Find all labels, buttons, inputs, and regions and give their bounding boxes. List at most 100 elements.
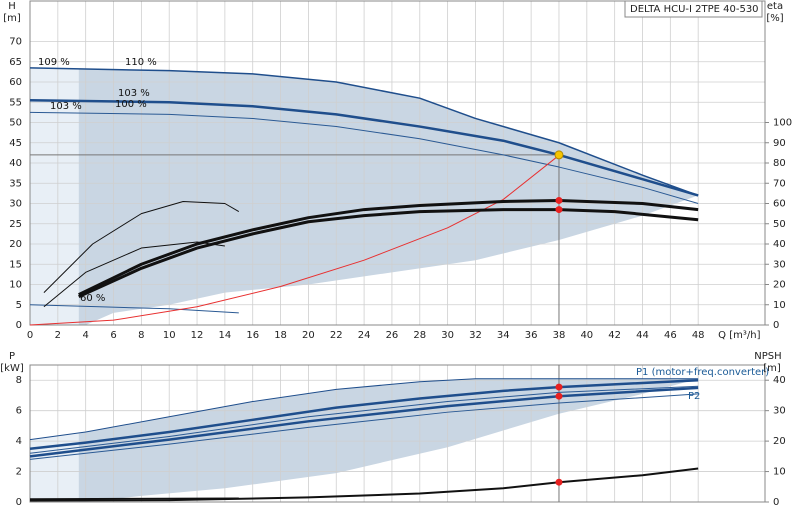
y2-tick-label: 10 [773,467,786,478]
x-tick-label: 48 [692,330,705,341]
curve [29,385,699,454]
annotation: 103 % [50,101,82,112]
y2-tick-label: 0 [773,320,779,331]
chart-title: DELTA HCU-I 2TPE 40-530 [630,4,759,15]
y2-axis-label: eta [767,1,783,12]
duty-point [555,206,563,214]
y-tick-label: 35 [9,178,22,189]
y-tick-label: 15 [9,259,22,270]
x-tick-label: 2 [55,330,61,341]
duty-point [555,196,563,204]
curve [78,198,699,296]
x-tick-label: 38 [553,330,566,341]
curve [43,241,225,308]
x-tick-label: 14 [219,330,232,341]
curve [29,393,699,460]
x-tick-label: 32 [469,330,482,341]
operating-area [30,433,79,502]
curve [29,304,239,314]
y-tick-label: 4 [16,436,22,447]
y-tick-label: 20 [9,239,22,250]
y-tick-label: 25 [9,219,22,230]
y2-tick-label: 40 [773,239,786,250]
duty-point [555,478,563,486]
x-tick-label: 30 [441,330,454,341]
x-tick-label: 24 [358,330,371,341]
y2-axis-unit: [%] [766,13,783,24]
y-tick-label: 55 [9,97,22,108]
y2-tick-label: 50 [773,219,786,230]
y2-tick-label: 20 [773,280,786,291]
plot-frame [29,364,766,503]
x-tick-label: 36 [525,330,538,341]
y2-tick-label: 70 [773,178,786,189]
annotation: 60 % [80,293,105,304]
y-tick-label: 30 [9,199,22,210]
x-tick-label: 0 [27,330,33,341]
y2-axis-label: NPSH [754,351,781,362]
y2-tick-label: 80 [773,158,786,169]
x-tick-label: 16 [246,330,259,341]
y2-tick-label: 10 [773,300,786,311]
y2-tick-label: 30 [773,259,786,270]
duty-point [555,383,563,391]
y-tick-label: 60 [9,77,22,88]
y-tick-label: 40 [9,158,22,169]
annotation: P1 (motor+freq.converter) [636,367,769,378]
operating-point [554,150,564,160]
x-tick-label: 10 [163,330,176,341]
x-axis-label: Q [m³/h] [718,330,760,341]
y2-tick-label: 0 [773,497,779,508]
y2-tick-label: 100 [773,118,792,129]
x-tick-label: 28 [413,330,426,341]
y2-tick-label: 20 [773,436,786,447]
y2-tick-label: 40 [773,375,786,386]
y-axis-unit: [m] [3,13,21,24]
y-axis-unit: [kW] [0,363,24,374]
y-tick-label: 45 [9,138,22,149]
x-tick-label: 34 [497,330,510,341]
curve [29,98,699,197]
curve [29,378,699,450]
y-tick-label: 0 [16,320,22,331]
x-tick-label: 40 [580,330,593,341]
y-tick-label: 0 [16,497,22,508]
title-box: DELTA HCU-I 2TPE 40-530 [624,0,763,18]
x-tick-label: 8 [138,330,144,341]
y-axis-label: P [9,351,15,362]
y2-axis-unit: [m] [763,363,781,374]
y2-tick-label: 90 [773,138,786,149]
y2-tick-label: 60 [773,199,786,210]
y-tick-label: 8 [16,375,22,386]
x-tick-label: 4 [82,330,88,341]
operating-area [78,68,699,325]
curve [78,208,699,299]
x-tick-label: 6 [110,330,116,341]
x-tick-label: 12 [191,330,204,341]
x-tick-label: 18 [274,330,287,341]
annotation: 100 % [115,99,147,110]
operating-area [30,67,79,325]
y-tick-label: 10 [9,280,22,291]
y2-tick-label: 30 [773,406,786,417]
x-tick-label: 46 [664,330,677,341]
title-frame [624,0,763,18]
y-axis-label: H [8,1,16,12]
y-tick-label: 5 [16,300,22,311]
x-tick-label: 20 [302,330,315,341]
curve [29,67,699,197]
annotation: 103 % [118,88,150,99]
curve [29,154,560,326]
curve [29,111,699,204]
annotation: 109 % [38,57,70,68]
x-tick-label: 22 [330,330,343,341]
x-tick-label: 26 [386,330,399,341]
x-tick-label: 42 [608,330,621,341]
y-tick-label: 2 [16,467,22,478]
y-tick-label: 6 [16,406,22,417]
x-tick-label: 44 [636,330,649,341]
y-tick-label: 50 [9,118,22,129]
curve [29,467,699,502]
duty-point [555,392,563,400]
